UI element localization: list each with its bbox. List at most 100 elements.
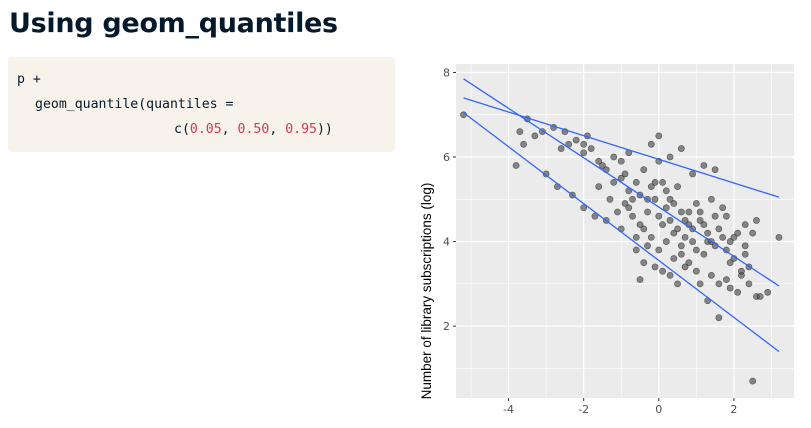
data-point [659, 221, 666, 229]
data-point [677, 242, 685, 250]
x-tick-label: 0 [655, 403, 662, 416]
code-call-suffix: )) [316, 122, 333, 137]
data-point [749, 377, 757, 385]
data-point [726, 238, 734, 245]
data-point [640, 225, 648, 233]
data-point [580, 149, 588, 157]
data-point [726, 284, 734, 292]
data-point [632, 178, 640, 186]
data-point [632, 246, 640, 254]
data-point [580, 204, 588, 212]
data-point [629, 195, 636, 203]
data-point [595, 157, 603, 165]
data-point [700, 221, 708, 229]
data-point [674, 183, 681, 191]
code-number-q1: 0.05 [189, 122, 222, 137]
data-point [599, 162, 606, 169]
data-point [674, 225, 681, 233]
data-point [659, 267, 666, 275]
data-point [677, 145, 685, 152]
data-point [738, 267, 745, 275]
data-point [670, 229, 678, 237]
data-point [696, 280, 704, 288]
data-point [715, 280, 723, 288]
data-point [692, 200, 700, 207]
data-point [662, 187, 670, 195]
data-point [651, 178, 659, 186]
data-point [531, 132, 539, 140]
code-line-2: geom_quantile(quantiles = [35, 97, 234, 112]
data-point [580, 140, 588, 148]
data-point [674, 280, 681, 288]
data-point [692, 246, 700, 254]
data-point [662, 204, 670, 212]
code-number-q2: 0.50 [237, 122, 270, 137]
quantile-line [463, 97, 780, 198]
data-point [741, 242, 749, 250]
data-point [520, 140, 527, 148]
data-point [644, 242, 651, 250]
data-point [516, 128, 524, 136]
data-point [662, 238, 670, 245]
data-point [557, 145, 565, 152]
data-point [610, 178, 618, 186]
data-point [625, 204, 633, 212]
data-point [587, 145, 595, 152]
data-point [666, 271, 674, 279]
data-point [719, 233, 727, 241]
data-point [745, 280, 753, 288]
data-point [512, 162, 520, 169]
code-separator-2: , [269, 122, 286, 137]
data-point [677, 250, 685, 258]
data-point [659, 178, 666, 186]
data-point [651, 263, 659, 271]
data-point [707, 195, 715, 203]
data-point [666, 153, 674, 161]
data-point [711, 212, 719, 220]
data-point [681, 233, 689, 241]
data-point [692, 267, 700, 275]
data-point [666, 195, 674, 203]
data-point [621, 200, 629, 207]
plot-panel [456, 64, 794, 398]
y-tick-label: 8 [443, 66, 450, 79]
quantile-lines [463, 78, 780, 353]
data-point [689, 170, 696, 178]
data-point [704, 229, 712, 237]
data-point [707, 271, 715, 279]
data-point [730, 233, 738, 241]
data-point [655, 212, 663, 220]
x-axis-ticks: -4 -2 0 2 [503, 398, 737, 416]
data-point [711, 166, 719, 174]
data-point [606, 195, 614, 203]
data-point [715, 225, 723, 233]
data-point [722, 276, 730, 284]
scatter-chart: 2 4 6 8 -4 -2 0 2 Number of library subscripti… [419, 64, 794, 416]
data-point [689, 238, 696, 245]
data-point [610, 153, 618, 161]
data-point [572, 136, 580, 144]
data-point [595, 183, 603, 191]
data-point [734, 229, 742, 237]
data-point [670, 200, 678, 207]
data-point [617, 157, 625, 165]
data-point [636, 221, 644, 229]
data-point [644, 208, 651, 216]
data-point [670, 255, 678, 262]
data-point [756, 293, 764, 300]
data-point [681, 263, 689, 271]
data-point [734, 288, 742, 296]
data-point [617, 174, 625, 182]
data-point [775, 233, 783, 241]
code-call-prefix: c( [174, 122, 190, 137]
data-point [696, 217, 704, 224]
data-point [621, 170, 629, 178]
code-line-3: c(0.05, 0.50, 0.95)) [17, 117, 395, 142]
x-tick-label: -2 [578, 403, 589, 416]
quantile-line [463, 78, 780, 287]
y-tick-label: 6 [443, 151, 450, 164]
data-point [741, 250, 749, 258]
data-point [647, 183, 655, 191]
data-point [749, 229, 757, 237]
data-point [700, 250, 708, 258]
